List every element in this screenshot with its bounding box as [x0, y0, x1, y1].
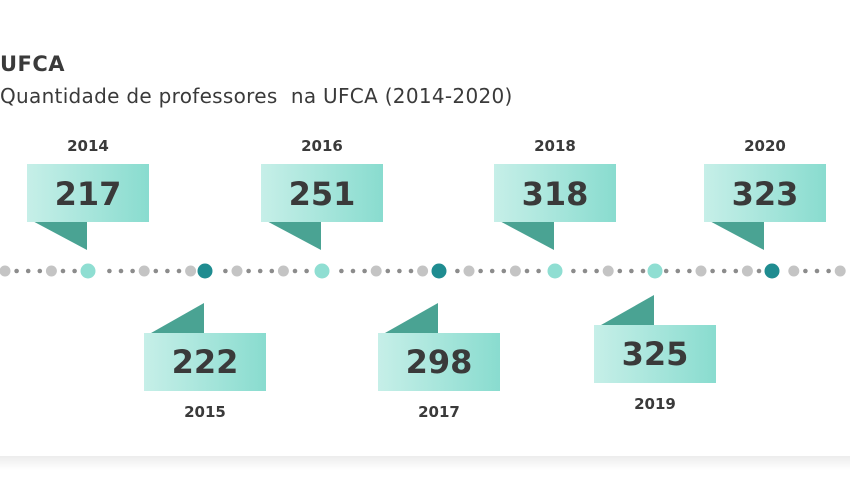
- timeline-dot: [223, 268, 228, 274]
- timeline-dot: [814, 268, 820, 274]
- value-label: 323: [732, 175, 799, 213]
- timeline-dot: [385, 268, 391, 274]
- timeline-dot: [118, 268, 124, 274]
- timeline-dot: [594, 268, 599, 274]
- timeline-marker: [431, 263, 447, 279]
- timeline-dot: [176, 268, 182, 274]
- timeline-dot: [107, 268, 112, 274]
- timeline-dot: [350, 268, 356, 274]
- card-shadow: [0, 456, 850, 470]
- timeline-dot: [733, 268, 739, 274]
- chart-title: Quantidade de professores na UFCA (2014-…: [0, 84, 513, 108]
- timeline-dot: [397, 268, 402, 274]
- year-label: 2019: [634, 395, 676, 413]
- timeline-dot: [417, 265, 429, 277]
- value-flag: [261, 164, 383, 222]
- timeline-dot: [231, 265, 243, 277]
- value-flag: [27, 164, 149, 222]
- value-flag: [594, 325, 716, 383]
- timeline-dot: [710, 268, 715, 274]
- timeline-dot: [165, 268, 170, 274]
- timeline-dot: [478, 268, 483, 274]
- timeline-marker: [764, 263, 780, 279]
- value-flag: [378, 333, 500, 391]
- timeline-dot: [582, 268, 588, 274]
- timeline-dot: [617, 268, 623, 274]
- timeline-dot: [663, 268, 669, 274]
- timeline-dot: [788, 265, 800, 277]
- timeline-dot: [695, 265, 707, 277]
- timeline-dot: [571, 268, 576, 274]
- value-label: 325: [622, 335, 689, 373]
- timeline-dot: [408, 268, 414, 274]
- flag-fold: [261, 218, 321, 250]
- timeline-dot: [257, 268, 263, 274]
- timeline-dot: [826, 268, 831, 274]
- year-label: 2020: [744, 137, 786, 155]
- timeline-dot: [629, 268, 634, 274]
- timeline-dot: [0, 265, 11, 277]
- timeline-dot: [455, 268, 460, 274]
- flag-fold: [144, 303, 204, 337]
- year-label: 2015: [184, 403, 226, 421]
- timeline-dot: [602, 265, 614, 277]
- timeline-dot: [675, 268, 681, 274]
- value-flag: [494, 164, 616, 222]
- timeline-dot: [25, 268, 31, 274]
- flag-fold: [27, 218, 87, 250]
- timeline-dot: [246, 268, 251, 274]
- value-label: 318: [522, 175, 589, 213]
- flag-fold: [594, 295, 654, 329]
- timeline-dot: [370, 265, 382, 277]
- timeline-dot: [185, 265, 197, 277]
- timeline-dot: [37, 268, 43, 274]
- year-label: 2016: [301, 137, 343, 155]
- timeline-marker: [314, 263, 330, 279]
- value-label: 217: [55, 175, 122, 213]
- year-label: 2017: [418, 403, 460, 421]
- timeline-dot: [640, 268, 646, 274]
- timeline-dot: [721, 268, 727, 274]
- timeline-dot: [489, 268, 495, 274]
- value-flag: [704, 164, 826, 222]
- timeline-dot: [834, 265, 846, 277]
- timeline-marker: [197, 263, 213, 279]
- timeline-dot: [130, 268, 135, 274]
- timeline-dot: [72, 268, 77, 274]
- timeline-dot: [304, 268, 309, 274]
- timeline-dot: [45, 265, 57, 277]
- value-label: 251: [289, 175, 356, 213]
- timeline-dot: [463, 265, 475, 277]
- year-label: 2018: [534, 137, 576, 155]
- value-flag: [144, 333, 266, 391]
- timeline-dot: [362, 268, 367, 274]
- flag-fold: [378, 303, 438, 337]
- timeline-dot: [292, 268, 298, 274]
- value-label: 298: [406, 343, 473, 381]
- value-label: 222: [172, 343, 239, 381]
- timeline-dot: [277, 265, 289, 277]
- timeline-dot: [269, 268, 275, 274]
- timeline-marker: [647, 263, 663, 279]
- timeline-dot: [60, 268, 66, 274]
- timeline-dot: [153, 268, 159, 274]
- timeline-dot: [138, 265, 150, 277]
- timeline-dot: [756, 268, 762, 274]
- timeline-dot: [501, 268, 507, 274]
- flag-fold: [704, 218, 764, 250]
- brand-label: UFCA: [0, 52, 66, 76]
- timeline-dot: [803, 268, 808, 274]
- timeline-dot: [509, 265, 521, 277]
- timeline-dot: [536, 268, 541, 274]
- timeline-dot: [524, 268, 530, 274]
- timeline-dot: [339, 268, 344, 274]
- timeline-dot: [687, 268, 692, 274]
- timeline-marker: [80, 263, 96, 279]
- year-label: 2014: [67, 137, 109, 155]
- timeline-marker: [547, 263, 563, 279]
- timeline-dot: [14, 268, 19, 274]
- flag-fold: [494, 218, 554, 250]
- timeline-dot: [741, 265, 753, 277]
